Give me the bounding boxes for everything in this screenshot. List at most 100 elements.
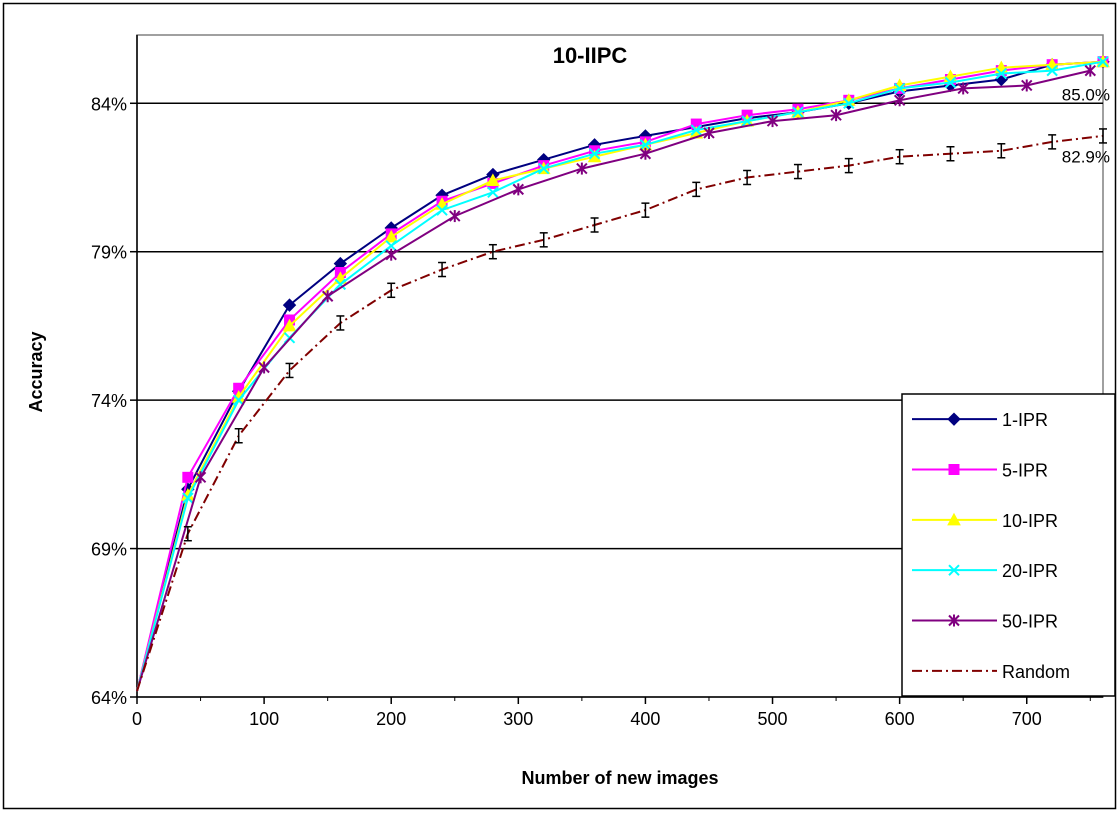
y-tick-label: 64% <box>91 688 127 708</box>
data-point <box>282 318 297 332</box>
x-tick-label: 300 <box>503 709 533 729</box>
marker-x-b <box>690 124 702 136</box>
data-point <box>997 143 1006 159</box>
marker-triangle <box>282 318 297 332</box>
gridlines <box>137 102 1103 550</box>
data-point <box>538 162 550 175</box>
data-point <box>743 169 752 186</box>
data-point <box>385 240 397 252</box>
data-point <box>830 109 842 122</box>
data-label: 85.0% <box>1062 85 1110 104</box>
data-point <box>232 394 245 406</box>
data-point <box>1021 79 1033 92</box>
data-point <box>384 229 399 243</box>
legend-swatch-marker <box>947 412 961 426</box>
marker-x-b <box>487 186 499 199</box>
marker-x-b <box>944 76 957 89</box>
data-point <box>258 361 270 374</box>
legend-entry-random: Random <box>912 662 1070 682</box>
marker-x-b <box>436 204 448 216</box>
data-point <box>234 428 243 444</box>
series-line <box>136 69 1091 692</box>
series-group <box>136 54 1110 692</box>
legend-entry-50-ipr: 50-IPR <box>912 612 1058 632</box>
marker-x-b <box>1046 64 1058 77</box>
legend-label: 20-IPR <box>1002 561 1058 581</box>
marker-x-b <box>639 139 652 151</box>
y-tick-label: 79% <box>91 243 127 263</box>
legend-swatch-marker <box>948 564 960 576</box>
marker-x-b <box>232 394 245 406</box>
data-point <box>588 148 601 160</box>
x-tick-label: 0 <box>132 709 142 729</box>
data-point <box>1097 56 1109 68</box>
data-point <box>334 278 347 291</box>
legend-entry-20-ipr: 20-IPR <box>912 561 1058 581</box>
series-line <box>136 60 1104 692</box>
legend-swatch-marker <box>947 512 961 526</box>
marker-x-b <box>948 564 960 576</box>
data-point <box>486 173 500 186</box>
data-point <box>336 315 345 331</box>
data-point <box>793 163 802 180</box>
data-point <box>488 243 497 260</box>
data-point <box>641 202 650 218</box>
data-point <box>792 106 804 118</box>
data-point <box>893 94 906 107</box>
series-50-ipr <box>136 64 1096 692</box>
y-tick-label: 69% <box>91 540 127 560</box>
data-point <box>703 126 715 139</box>
legend-entry-5-ipr: 5-IPR <box>912 461 1048 481</box>
marker-x-b <box>182 492 194 504</box>
data-point <box>843 97 855 109</box>
marker-square <box>182 471 194 483</box>
data-point <box>539 232 548 248</box>
legend-swatch-marker <box>948 614 960 627</box>
annotations: 85.0% 82.9% <box>1062 85 1110 166</box>
data-point <box>487 186 499 199</box>
data-point <box>590 217 599 233</box>
data-point <box>449 210 461 223</box>
x-tick-label: 400 <box>630 709 660 729</box>
axes: 64% 69% 74% 79% 84% 0 100 200 300 400 500 600 700 <box>91 35 1103 729</box>
legend-label: Random <box>1002 662 1070 682</box>
x-tick-label: 700 <box>1012 709 1042 729</box>
marker-x-b <box>1097 56 1109 68</box>
data-point <box>766 115 779 128</box>
data-point <box>436 204 448 216</box>
marker-x-b <box>843 97 855 109</box>
data-point <box>946 145 955 162</box>
data-point <box>944 76 957 89</box>
data-point <box>512 183 525 196</box>
series-line <box>136 60 1104 692</box>
data-point <box>321 290 334 303</box>
legend: 1-IPR 5-IPR 10-IPR 20-IPR 50-IPR Random <box>901 393 1116 697</box>
marker-x-b <box>588 148 601 160</box>
data-point <box>183 525 192 542</box>
chart-title: 10-IIPC <box>553 43 628 68</box>
marker-x-b <box>741 115 753 127</box>
data-point <box>1046 64 1058 77</box>
data-point <box>639 147 652 160</box>
data-label: 82.9% <box>1062 148 1110 167</box>
legend-entry-10-ipr: 10-IPR <box>912 511 1058 531</box>
data-point <box>576 162 588 175</box>
data-point <box>692 181 701 198</box>
x-tick-label: 500 <box>758 709 788 729</box>
marker-x-b <box>334 278 347 291</box>
marker-diamond <box>947 412 961 426</box>
y-tick-label: 84% <box>91 94 127 114</box>
data-point <box>1099 128 1107 144</box>
marker-x-b <box>538 162 550 175</box>
data-point <box>1084 64 1096 77</box>
legend-box <box>901 393 1116 697</box>
data-point <box>1048 134 1057 150</box>
y-axis-title: Accuracy <box>26 331 46 412</box>
marker-diamond <box>282 298 297 312</box>
x-tick-label: 100 <box>249 709 279 729</box>
marker-triangle <box>384 229 399 243</box>
marker-x-b <box>995 67 1008 80</box>
marker-triangle <box>947 512 961 526</box>
